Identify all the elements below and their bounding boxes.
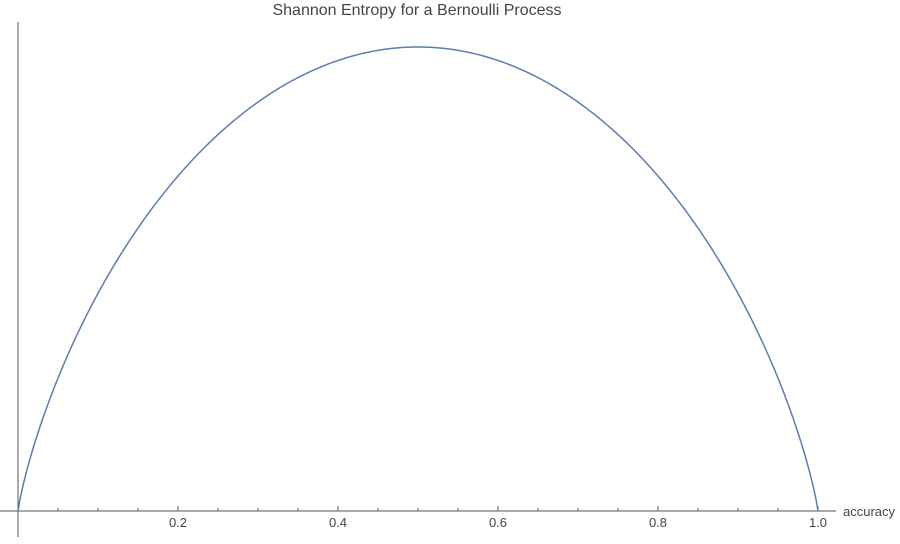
x-tick-label: 0.6 bbox=[489, 515, 507, 530]
x-axis-label: accuracy bbox=[843, 504, 896, 519]
x-tick-labels: 0.2 0.4 0.6 0.8 1.0 bbox=[169, 515, 827, 530]
x-minor-ticks bbox=[57, 508, 779, 511]
entropy-curve bbox=[17, 46, 819, 512]
x-tick-label: 0.2 bbox=[169, 515, 187, 530]
x-tick-label: 0.4 bbox=[329, 515, 347, 530]
chart-title: Shannon Entropy for a Bernoulli Process bbox=[272, 2, 561, 19]
x-major-ticks bbox=[177, 506, 819, 511]
x-tick-label: 1.0 bbox=[809, 515, 827, 530]
x-tick-label: 0.8 bbox=[649, 515, 667, 530]
